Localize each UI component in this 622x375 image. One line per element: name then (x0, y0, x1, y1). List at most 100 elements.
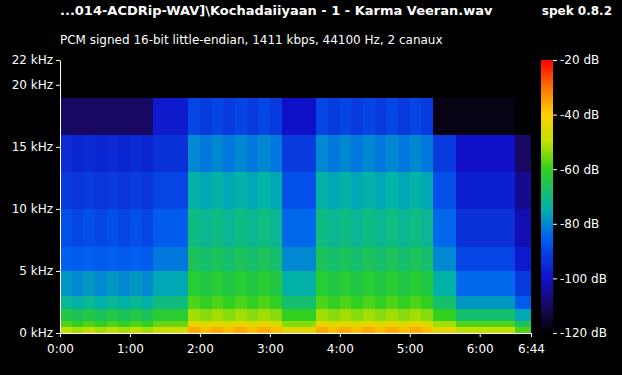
cell (72, 246, 84, 271)
tick-mark (56, 333, 60, 334)
tick-label: -120 dB (560, 326, 607, 340)
tick: 22 kHz (12, 53, 60, 67)
cell (270, 327, 282, 333)
cell (410, 327, 422, 333)
cell (270, 134, 282, 172)
cell (503, 134, 515, 172)
cell (491, 296, 503, 309)
cell (421, 246, 433, 271)
cell (410, 321, 422, 328)
cell (118, 134, 130, 172)
cell (503, 321, 515, 328)
cell (316, 271, 328, 296)
tick-label: 22 kHz (12, 53, 53, 67)
cell (445, 97, 457, 135)
cell (223, 134, 235, 172)
subtitle: PCM signed 16-bit little-endian, 1411 kb… (60, 33, 443, 47)
cell (328, 172, 340, 210)
cell (515, 321, 527, 328)
tick: 5 kHz (19, 264, 60, 278)
cell (188, 209, 200, 247)
cell (328, 327, 340, 333)
cell (177, 271, 189, 296)
cell (503, 296, 515, 309)
tick-label: -40 dB (560, 108, 599, 122)
cell (328, 308, 340, 321)
tick-mark (531, 333, 532, 337)
tick: 4:00 (327, 333, 354, 356)
cell (293, 327, 305, 333)
tick-label: -60 dB (560, 163, 599, 177)
cell (153, 97, 165, 135)
cell (386, 209, 398, 247)
cell (212, 246, 224, 271)
cell (60, 308, 72, 321)
cell (515, 209, 527, 247)
cell (107, 60, 119, 98)
cell (177, 134, 189, 172)
cell (421, 60, 433, 98)
cell (235, 172, 247, 210)
cell (282, 246, 294, 271)
cell (282, 97, 294, 135)
cell (375, 308, 387, 321)
cell (468, 296, 480, 309)
cell (480, 134, 492, 172)
cell (503, 209, 515, 247)
cell (328, 134, 340, 172)
cell (107, 134, 119, 172)
x-axis: 0:001:002:003:004:005:006:006:44 (47, 333, 545, 356)
cell (515, 308, 527, 321)
cell (153, 327, 165, 333)
cell (95, 134, 107, 172)
tick-label: 0 kHz (19, 326, 53, 340)
cell (258, 134, 270, 172)
cell (142, 308, 154, 321)
cell (165, 296, 177, 309)
cell (468, 308, 480, 321)
cell (153, 60, 165, 98)
cell (305, 246, 317, 271)
cell (282, 296, 294, 309)
cell (247, 209, 259, 247)
cell (445, 271, 457, 296)
cell (398, 60, 410, 98)
cell (480, 296, 492, 309)
cell (223, 97, 235, 135)
cell (165, 327, 177, 333)
heatmap (60, 60, 531, 333)
cell (270, 172, 282, 210)
axis-line (60, 61, 61, 334)
cell (351, 246, 363, 271)
cell (503, 271, 515, 296)
cell (60, 321, 72, 328)
cell (433, 271, 445, 296)
cell (107, 172, 119, 210)
cell (421, 209, 433, 247)
cell (235, 321, 247, 328)
cell (503, 327, 515, 333)
cell (200, 308, 212, 321)
cell (270, 271, 282, 296)
cell (235, 97, 247, 135)
cell (200, 271, 212, 296)
cell (351, 308, 363, 321)
cell (235, 246, 247, 271)
cell (468, 321, 480, 328)
cell (165, 97, 177, 135)
cell (456, 172, 468, 210)
cell (258, 296, 270, 309)
cell (468, 271, 480, 296)
tick-label: 4:00 (327, 342, 354, 356)
cell (305, 97, 317, 135)
cell (188, 134, 200, 172)
cell (107, 209, 119, 247)
cell (235, 209, 247, 247)
cell (130, 172, 142, 210)
cell (212, 97, 224, 135)
tick: -60 dB (553, 163, 599, 177)
cell (95, 60, 107, 98)
cell (223, 308, 235, 321)
cell (456, 308, 468, 321)
cell (480, 172, 492, 210)
